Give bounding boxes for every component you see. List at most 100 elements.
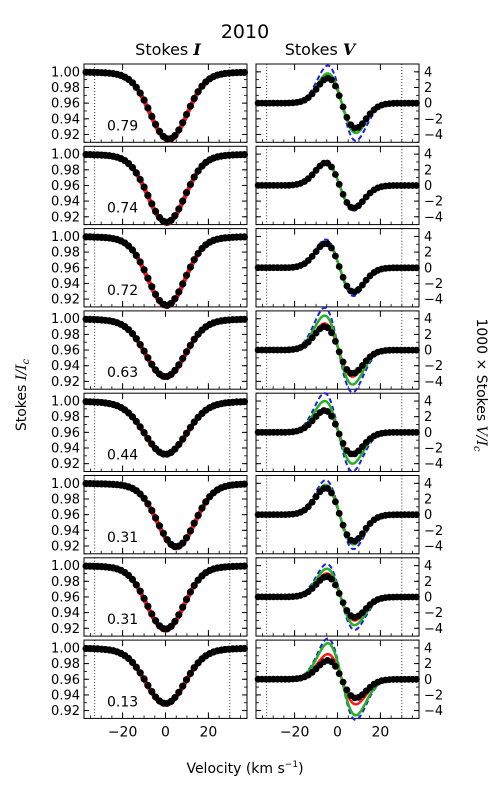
stokes-i-observed-point	[182, 348, 191, 356]
y-tick-label: −4	[424, 210, 443, 225]
stokes-i-observed-point	[194, 167, 202, 175]
stokes-i-observed-point	[136, 175, 144, 184]
stokes-v-observed-point	[304, 503, 312, 511]
stokes-v-panel: 420−2−4	[254, 228, 443, 308]
stokes-v-observed-point	[355, 366, 362, 374]
stokes-i-observed-point	[240, 480, 248, 488]
stokes-i-observed-point	[148, 112, 156, 120]
y-tick-label: 0.96	[51, 179, 80, 194]
stokes-i-observed-point	[175, 205, 183, 213]
y-tick-label: 0	[424, 261, 432, 276]
y-tick-label: 4	[424, 230, 432, 245]
stokes-i-observed-point	[179, 435, 187, 443]
stokes-i-observed-point	[190, 519, 198, 527]
y-tick-label: 2	[424, 163, 432, 178]
stokes-v-observed-point	[304, 338, 312, 346]
stokes-i-panel: 1.000.980.960.940.92 0.13 −20 0 20	[51, 639, 249, 740]
stokes-i-observed-point	[179, 682, 187, 690]
stokes-i-observed-point	[132, 335, 140, 343]
rotation-phase-label: 0.72	[107, 283, 138, 299]
stokes-i-observed-point	[194, 511, 202, 519]
stokes-v-observed-point	[332, 337, 339, 345]
stokes-v-observed-point	[339, 599, 347, 606]
stokes-i-observed-point	[240, 562, 248, 570]
stokes-v-observed-point	[339, 521, 347, 529]
y-tick-label: 0.98	[51, 410, 80, 425]
stokes-i-panel: 1.000.980.960.940.92 0.31	[51, 475, 249, 554]
stokes-i-observed-point	[140, 594, 148, 603]
stokes-i-observed-point	[186, 669, 194, 678]
y-tick-label: 0.96	[51, 426, 80, 441]
stokes-v-observed-point	[335, 670, 343, 677]
y-tick-label: −2	[424, 688, 443, 703]
y-tick-label: 2	[424, 492, 432, 507]
stokes-i-observed-point	[136, 423, 144, 431]
panel-grid: 1.000.980.960.940.920.79420−2−41.000.980…	[51, 63, 443, 740]
y-tick-label: 0.96	[51, 590, 80, 605]
x-tick-label: 0	[333, 724, 342, 740]
stokes-i-observed-point	[136, 669, 144, 677]
panel-row: 1.000.980.960.940.92 0.74 420−2−4	[51, 145, 443, 226]
y-tick-label: 1.00	[51, 148, 80, 163]
stokes-i-observed-point	[240, 644, 248, 653]
y-tick-label: −2	[424, 524, 443, 539]
y-tick-label: 0.98	[51, 492, 80, 507]
y-tick-label: 2	[424, 657, 432, 672]
stokes-i-panel: 1.000.980.960.940.92 0.79	[51, 63, 249, 143]
stokes-i-observed-point	[155, 522, 164, 530]
y-tick-label: −4	[424, 293, 443, 308]
stokes-i-observed-point	[190, 173, 198, 181]
stokes-i-observed-point	[128, 164, 137, 172]
stokes-i-observed-point	[140, 96, 148, 104]
stokes-i-observed-point	[186, 180, 194, 189]
stokes-i-observed-point	[194, 88, 202, 96]
stokes-v-observed-point	[332, 252, 339, 260]
stokes-v-observed-point	[359, 120, 366, 128]
y-tick-label: 0.98	[51, 246, 80, 261]
stokes-v-observed-point	[339, 103, 347, 111]
y-tick-label: 0.92	[51, 128, 80, 143]
stokes-i-observed-point	[128, 658, 137, 667]
figure-title: 2010	[221, 21, 269, 43]
y-tick-label: 0.94	[51, 112, 80, 127]
y-tick-label: −2	[424, 442, 443, 457]
stokes-i-observed-point	[186, 102, 194, 110]
stokes-v-observed-point	[343, 199, 351, 206]
stokes-i-observed-point	[140, 347, 148, 355]
stokes-v-panel: 420−2−4	[254, 63, 443, 143]
stokes-v-observed-point	[324, 485, 331, 492]
stokes-i-panel: 1.000.980.960.940.92 0.72	[51, 228, 249, 309]
y-tick-label: 4	[424, 395, 432, 410]
stokes-v-observed-point	[308, 171, 316, 179]
panel-row: 1.000.980.960.940.920.13−20 0 20420−2−4−20…	[51, 637, 443, 740]
stokes-v-observed-point	[413, 675, 420, 683]
y-tick-label: 0.94	[51, 277, 80, 292]
y-tick-label: 0	[424, 97, 432, 112]
stokes-i-observed-point	[194, 249, 202, 258]
rotation-phase-label: 0.63	[107, 365, 138, 381]
y-tick-label: 0.94	[51, 442, 80, 457]
stokes-i-observed-point	[171, 617, 179, 626]
stokes-i-observed-point	[186, 263, 194, 271]
y-tick-label: 0.94	[51, 688, 80, 703]
stokes-i-observed-point	[186, 423, 194, 432]
stokes-i-observed-point	[152, 290, 160, 298]
stokes-i-observed-point	[140, 429, 148, 437]
stokes-i-observed-point	[132, 417, 140, 426]
stokes-i-observed-point	[182, 429, 191, 437]
left-panel-title: Stokes I	[135, 40, 201, 59]
y-tick-label: 0.98	[51, 657, 80, 672]
stokes-v-observed-point	[328, 658, 335, 666]
y-tick-label: 1.00	[51, 641, 80, 656]
stokes-i-observed-point	[175, 126, 183, 134]
y-tick-label: 4	[424, 641, 432, 656]
stokes-v-observed-point	[413, 511, 420, 519]
stokes-v-observed-point	[413, 264, 420, 272]
stokes-i-observed-point	[148, 200, 156, 208]
rotation-phase-label: 0.44	[107, 448, 138, 464]
stokes-v-observed-point	[343, 607, 351, 614]
rotation-phase-label: 0.31	[107, 530, 138, 546]
stokes-v-panel: 420−2−4	[254, 475, 443, 554]
stokes-v-observed-point	[328, 412, 335, 420]
